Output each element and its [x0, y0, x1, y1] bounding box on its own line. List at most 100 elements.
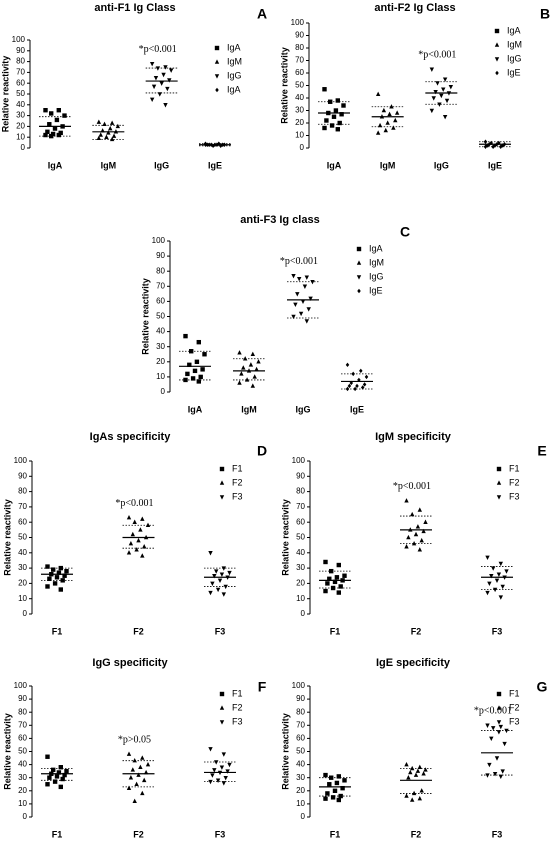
- point: [433, 89, 438, 95]
- legend-label: IgG: [369, 271, 384, 281]
- point: [221, 566, 226, 571]
- legend-marker: [494, 42, 500, 47]
- point: [332, 788, 338, 793]
- y-tick-label: 30: [295, 106, 304, 115]
- point: [237, 380, 242, 385]
- point: [375, 130, 381, 135]
- point: [149, 97, 155, 103]
- point: [379, 114, 385, 119]
- point: [256, 359, 261, 364]
- chart-title: IgM specificity: [375, 431, 452, 443]
- point: [502, 575, 507, 580]
- point: [189, 349, 194, 354]
- x-tick-label: F1: [52, 626, 63, 636]
- point: [500, 769, 505, 774]
- chart-title: anti-F1 Ig Class: [94, 2, 175, 14]
- y-axis-label: Relative reactivity: [280, 713, 290, 790]
- point: [104, 134, 109, 139]
- point: [142, 544, 147, 549]
- point: [212, 768, 217, 773]
- legend-label: F3: [232, 716, 243, 726]
- point: [375, 91, 381, 97]
- point: [136, 537, 141, 543]
- point: [126, 785, 132, 790]
- y-axis-label: Relative reactivity: [140, 278, 150, 355]
- y-tick-label: 40: [156, 327, 165, 336]
- point: [244, 377, 250, 382]
- point: [96, 119, 102, 124]
- point: [353, 386, 357, 392]
- x-tick-label: IgG: [296, 404, 311, 414]
- legend-label: IgM: [227, 56, 242, 66]
- point: [323, 796, 328, 801]
- annotation: *p<0.001: [474, 706, 512, 717]
- point: [421, 528, 426, 534]
- point: [165, 86, 170, 92]
- y-tick-label: 80: [296, 707, 305, 716]
- point: [437, 102, 442, 107]
- y-tick-label: 30: [156, 342, 165, 351]
- point: [60, 124, 65, 129]
- y-tick-label: 20: [18, 786, 27, 795]
- legend-label: F3: [232, 491, 243, 501]
- point: [413, 772, 419, 777]
- point: [410, 797, 415, 802]
- panel: anti-F3 Ig class C Relative reactivity 0 10 2…: [140, 214, 410, 414]
- point: [502, 741, 507, 747]
- point: [306, 307, 311, 312]
- point: [494, 578, 500, 583]
- point: [203, 142, 208, 147]
- point: [349, 380, 354, 386]
- point: [252, 374, 257, 379]
- point: [326, 110, 331, 116]
- point: [202, 352, 207, 357]
- legend-label: IgA: [507, 25, 521, 35]
- point: [132, 758, 137, 763]
- annotation: *p>0.05: [118, 734, 151, 745]
- point: [128, 540, 134, 546]
- point: [444, 98, 450, 104]
- point: [489, 736, 494, 742]
- point: [360, 385, 365, 390]
- point: [487, 762, 492, 768]
- legend-marker: [214, 45, 220, 51]
- point: [498, 561, 503, 567]
- x-tick-label: IgA: [327, 160, 342, 170]
- point: [415, 768, 421, 773]
- point: [342, 778, 347, 783]
- legend-marker: [494, 57, 500, 62]
- y-tick-label: 40: [295, 93, 304, 102]
- x-tick-label: F3: [215, 626, 226, 636]
- point: [404, 544, 409, 549]
- point: [355, 383, 359, 389]
- point: [417, 764, 422, 769]
- point: [47, 576, 52, 582]
- legend-marker: [219, 691, 225, 697]
- panel-label: D: [257, 443, 267, 459]
- y-tick-label: 70: [18, 720, 27, 729]
- y-tick-label: 20: [296, 786, 305, 795]
- annotation: *p<0.001: [115, 498, 153, 509]
- point: [52, 779, 58, 784]
- y-tick-label: 10: [18, 594, 27, 603]
- point: [241, 365, 246, 370]
- point: [404, 761, 409, 767]
- y-axis-label: Relative reactivity: [2, 713, 12, 790]
- y-tick-label: 30: [296, 773, 305, 782]
- point: [332, 579, 338, 585]
- legend-label: IgA: [227, 84, 241, 94]
- point: [413, 531, 419, 537]
- point: [498, 144, 503, 149]
- point: [64, 568, 69, 574]
- y-axis-label: Relative reactivity: [2, 499, 12, 576]
- y-tick-label: 40: [296, 548, 305, 557]
- chart-title: anti-F3 Ig class: [240, 214, 319, 226]
- chart-title: IgAs specificity: [90, 431, 172, 443]
- point: [323, 772, 328, 778]
- point: [109, 120, 115, 125]
- point: [52, 126, 58, 131]
- point: [502, 142, 507, 147]
- point: [200, 367, 205, 372]
- point: [222, 142, 227, 147]
- legend-marker: [357, 288, 361, 294]
